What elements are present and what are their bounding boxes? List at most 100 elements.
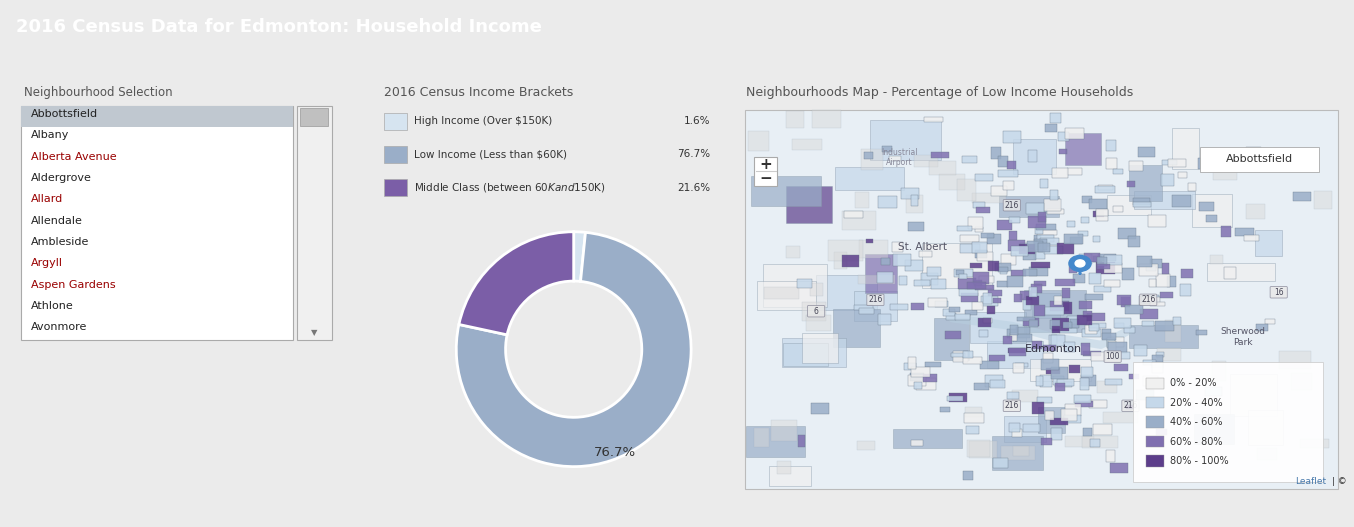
Text: 80% - 100%: 80% - 100% (1170, 456, 1228, 466)
FancyBboxPatch shape (1045, 368, 1060, 374)
FancyBboxPatch shape (997, 220, 1011, 230)
FancyBboxPatch shape (888, 156, 902, 161)
FancyBboxPatch shape (787, 111, 804, 128)
FancyBboxPatch shape (1205, 214, 1217, 222)
FancyBboxPatch shape (914, 383, 922, 389)
FancyBboxPatch shape (982, 296, 998, 306)
Text: 2016 Census Income Brackets: 2016 Census Income Brackets (383, 86, 573, 99)
FancyBboxPatch shape (942, 308, 955, 316)
FancyBboxPatch shape (1005, 416, 1045, 442)
FancyBboxPatch shape (1009, 231, 1017, 240)
FancyBboxPatch shape (1151, 355, 1163, 368)
FancyBboxPatch shape (1141, 321, 1154, 326)
FancyBboxPatch shape (918, 251, 933, 257)
FancyBboxPatch shape (907, 222, 923, 231)
FancyBboxPatch shape (1044, 199, 1062, 211)
FancyBboxPatch shape (910, 373, 925, 381)
FancyBboxPatch shape (1255, 230, 1282, 256)
FancyBboxPatch shape (1139, 296, 1159, 305)
FancyBboxPatch shape (1113, 353, 1129, 359)
Text: +: + (760, 157, 772, 172)
FancyBboxPatch shape (842, 211, 876, 230)
FancyBboxPatch shape (956, 270, 964, 275)
Text: Allard: Allard (31, 194, 64, 204)
FancyBboxPatch shape (956, 226, 972, 231)
FancyBboxPatch shape (1117, 295, 1132, 305)
FancyBboxPatch shape (932, 152, 949, 158)
FancyBboxPatch shape (1037, 397, 1052, 403)
Circle shape (1068, 256, 1091, 271)
FancyBboxPatch shape (1108, 343, 1127, 353)
FancyBboxPatch shape (1110, 464, 1128, 473)
FancyBboxPatch shape (1055, 279, 1075, 286)
FancyBboxPatch shape (1089, 401, 1108, 408)
Text: 76.7%: 76.7% (677, 150, 709, 159)
Text: Neighbourhood Selection: Neighbourhood Selection (24, 86, 173, 99)
FancyBboxPatch shape (798, 435, 806, 447)
Text: 6: 6 (814, 307, 819, 316)
FancyBboxPatch shape (1053, 296, 1063, 305)
FancyBboxPatch shape (1257, 448, 1277, 460)
FancyBboxPatch shape (1064, 415, 1080, 423)
FancyBboxPatch shape (1129, 326, 1198, 348)
FancyBboxPatch shape (911, 194, 918, 206)
FancyBboxPatch shape (1022, 248, 1036, 260)
FancyBboxPatch shape (940, 174, 965, 190)
FancyBboxPatch shape (792, 140, 822, 150)
FancyBboxPatch shape (1007, 240, 1025, 251)
FancyBboxPatch shape (998, 156, 1007, 167)
FancyBboxPatch shape (960, 235, 979, 242)
FancyBboxPatch shape (1105, 379, 1121, 385)
Text: High Income (Over $150K): High Income (Over $150K) (414, 116, 552, 126)
FancyBboxPatch shape (1247, 410, 1284, 445)
FancyBboxPatch shape (972, 193, 1006, 203)
FancyBboxPatch shape (1071, 319, 1079, 328)
FancyBboxPatch shape (1231, 374, 1277, 416)
FancyBboxPatch shape (1224, 268, 1236, 279)
FancyBboxPatch shape (1021, 243, 1029, 254)
FancyBboxPatch shape (816, 275, 877, 310)
FancyBboxPatch shape (1108, 196, 1151, 215)
FancyBboxPatch shape (1011, 429, 1022, 437)
Text: 1.6%: 1.6% (684, 116, 709, 126)
FancyBboxPatch shape (1059, 149, 1067, 154)
FancyBboxPatch shape (877, 272, 892, 283)
FancyBboxPatch shape (1036, 376, 1044, 386)
FancyBboxPatch shape (1007, 276, 1022, 287)
FancyBboxPatch shape (1156, 352, 1164, 357)
FancyBboxPatch shape (930, 279, 945, 289)
FancyBboxPatch shape (980, 361, 999, 369)
Text: 76.7%: 76.7% (593, 446, 636, 459)
FancyBboxPatch shape (1104, 412, 1139, 423)
Wedge shape (459, 232, 574, 335)
Text: 100: 100 (1105, 352, 1120, 361)
Text: Low Income (Less than $60K): Low Income (Less than $60K) (414, 150, 567, 159)
FancyBboxPatch shape (1246, 203, 1266, 219)
FancyBboxPatch shape (1052, 376, 1064, 385)
FancyBboxPatch shape (1026, 241, 1044, 252)
FancyBboxPatch shape (1011, 246, 1029, 256)
FancyBboxPatch shape (1106, 337, 1124, 347)
FancyBboxPatch shape (1300, 438, 1330, 448)
FancyBboxPatch shape (1187, 183, 1196, 191)
FancyBboxPatch shape (1064, 404, 1082, 416)
FancyBboxPatch shape (783, 343, 829, 366)
FancyBboxPatch shape (1201, 147, 1319, 172)
FancyBboxPatch shape (1049, 301, 1068, 311)
FancyBboxPatch shape (1057, 243, 1074, 254)
FancyBboxPatch shape (1087, 313, 1105, 321)
FancyBboxPatch shape (964, 413, 984, 423)
Text: Avonmore: Avonmore (31, 322, 88, 332)
FancyBboxPatch shape (1066, 133, 1101, 165)
FancyBboxPatch shape (785, 186, 831, 223)
Text: 216: 216 (1005, 401, 1020, 411)
FancyBboxPatch shape (890, 304, 909, 309)
FancyBboxPatch shape (1045, 307, 1064, 315)
FancyBboxPatch shape (854, 192, 869, 208)
FancyBboxPatch shape (1009, 348, 1025, 354)
FancyBboxPatch shape (1095, 186, 1114, 192)
FancyBboxPatch shape (1034, 247, 1045, 259)
Text: Leaflet: Leaflet (1294, 477, 1326, 486)
FancyBboxPatch shape (1066, 128, 1083, 139)
FancyBboxPatch shape (769, 466, 811, 486)
